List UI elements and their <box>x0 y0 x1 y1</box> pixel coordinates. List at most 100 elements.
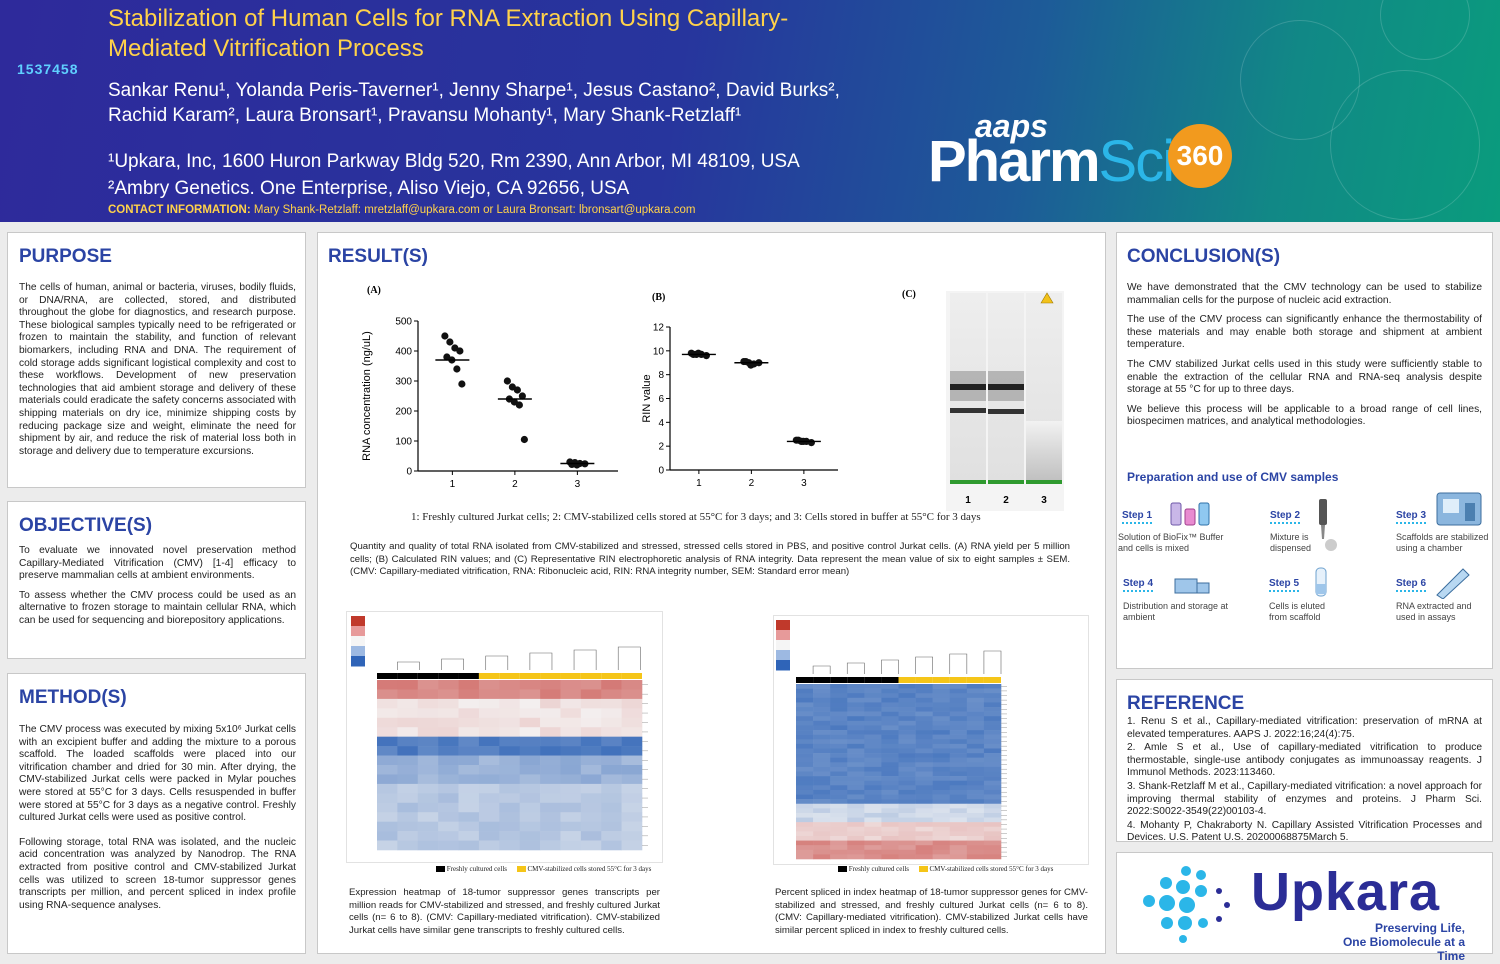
heat-cell <box>796 688 814 694</box>
heat-cell <box>864 684 882 689</box>
heat-cell <box>601 831 622 841</box>
heat-cell <box>915 725 933 731</box>
heat-cell <box>864 826 882 832</box>
heat-cell <box>932 835 951 841</box>
figure-caption: Quantity and quality of total RNA isolat… <box>350 541 1070 577</box>
heat-cell <box>458 783 480 794</box>
heat-cell <box>499 793 520 804</box>
heat-cell <box>881 757 899 763</box>
heat-cell <box>881 684 899 689</box>
heat-cell <box>949 771 968 777</box>
heat-cell <box>966 716 985 722</box>
group-bar-cell <box>458 673 479 679</box>
heat-cell <box>601 783 622 794</box>
heat-cell <box>949 684 968 689</box>
heat-cell <box>601 774 622 785</box>
heat-cell <box>796 725 814 731</box>
heat-cell <box>898 711 916 717</box>
x-tick-label: 2 <box>512 479 518 490</box>
heat-cell <box>478 812 500 822</box>
heat-cell <box>983 684 1002 689</box>
heat-cell <box>796 812 814 818</box>
heat-cell <box>949 748 968 754</box>
heat-cell <box>519 831 541 841</box>
heat-cell <box>519 727 541 737</box>
heat-cell <box>949 707 968 712</box>
heat-cell <box>499 783 520 794</box>
heat-cell <box>864 799 882 805</box>
heat-cell <box>560 831 582 841</box>
heat-cell <box>864 789 882 795</box>
heat-cell <box>881 817 899 823</box>
heat-cell <box>898 822 916 828</box>
heat-cell <box>830 688 848 694</box>
heat-cell <box>519 821 541 832</box>
data-point <box>453 365 461 373</box>
x-tick-label: 3 <box>801 478 807 489</box>
heat-cell <box>966 766 985 772</box>
heat-cell <box>966 707 985 712</box>
heat-cell <box>864 817 882 823</box>
heat-cell <box>915 812 933 818</box>
heat-cell <box>478 840 500 851</box>
heat-cell <box>932 730 951 735</box>
heat-cell <box>881 711 899 717</box>
group-legend: 1: Freshly cultured Jurkat cells; 2: CMV… <box>411 511 981 523</box>
heat-cell <box>932 803 951 809</box>
group-bar-cell <box>580 673 602 679</box>
poster-id: 1537458 <box>17 61 79 77</box>
group-bar-cell <box>621 673 642 679</box>
heat-cell <box>377 708 398 719</box>
heat-cell <box>830 693 848 699</box>
heat-cell <box>621 689 643 700</box>
heat-cell <box>881 803 899 809</box>
legend-swatch-black <box>436 866 445 873</box>
heat-cell <box>796 757 814 763</box>
y-tick-label: 6 <box>658 394 664 405</box>
heat-cell <box>932 748 951 754</box>
heat-cell <box>898 684 916 689</box>
heat-cell <box>898 743 916 749</box>
heat-cell <box>915 826 933 832</box>
heat-cell <box>830 720 848 726</box>
decor-circle <box>1330 70 1480 220</box>
heat-cell <box>915 822 933 828</box>
heat-cell <box>881 835 899 841</box>
group-bar-cell <box>519 673 541 679</box>
heat-cell <box>540 746 561 756</box>
y-tick-label: 12 <box>653 323 665 334</box>
data-point <box>441 332 449 340</box>
heat-cell <box>949 840 968 846</box>
group-bar-cell <box>499 673 520 679</box>
heat-cell <box>847 697 865 703</box>
heat-cell <box>499 736 520 747</box>
heat-cell <box>881 688 899 694</box>
heat-cell <box>621 765 643 775</box>
heat-cell <box>830 785 848 791</box>
objective-panel: OBJECTIVE(S) To evaluate we innovated no… <box>7 501 306 659</box>
heat-cell <box>949 785 968 791</box>
heat-cell <box>417 793 439 804</box>
legend-cmv: CMV-stabilized cells stored 55°C for 3 d… <box>527 865 652 873</box>
purpose-panel: PURPOSE The cells of human, animal or ba… <box>7 232 306 488</box>
reference-heading: REFERENCE <box>1127 693 1245 714</box>
heat-cell <box>864 688 882 694</box>
heat-cell <box>813 734 831 740</box>
heat-cell <box>813 702 831 708</box>
heat-cell <box>438 727 459 737</box>
heat-cell <box>377 793 398 804</box>
heat-cell <box>966 854 985 860</box>
heat-cell <box>478 736 500 747</box>
legend-cmv: CMV-stabilized cells stored 55°C for 3 d… <box>929 865 1054 873</box>
assay-icon <box>1436 568 1470 599</box>
heat-cell <box>813 835 831 841</box>
heat-cell <box>881 849 899 855</box>
heat-cell <box>458 736 480 747</box>
heat-cell <box>847 730 865 735</box>
heat-cell <box>580 689 602 700</box>
heat-cell <box>898 845 916 851</box>
results-panel: RESULT(S) (A) (B) (C) 0 100 200 300 400 500 RN… <box>317 232 1106 954</box>
heat-cell <box>796 799 814 805</box>
heat-cell <box>438 689 459 700</box>
heat-cell <box>478 746 500 756</box>
